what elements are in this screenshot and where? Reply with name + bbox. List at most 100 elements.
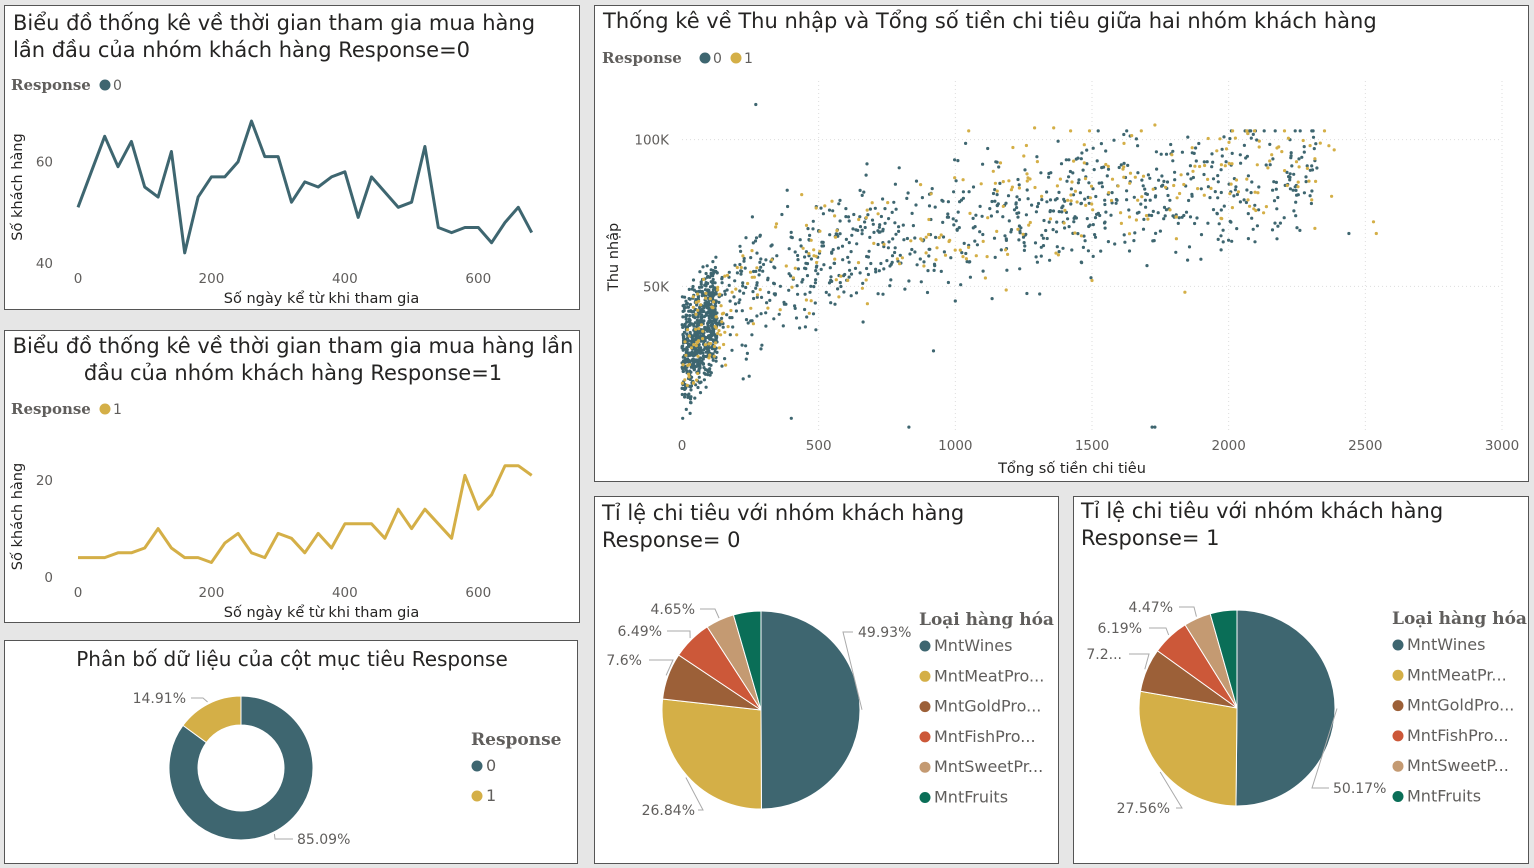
scatter-point — [751, 290, 755, 294]
scatter-point — [1006, 252, 1010, 256]
scatter-point — [1230, 162, 1234, 166]
data-label: 7.6% — [606, 653, 642, 669]
scatter-point — [1051, 228, 1055, 232]
pie-slice-mntmeatpr — [1138, 690, 1238, 807]
scatter-point — [738, 244, 742, 248]
scatter-point — [1322, 129, 1327, 133]
scatter-point — [889, 278, 893, 282]
scatter-point — [1114, 197, 1118, 202]
scatter-point — [1014, 201, 1018, 205]
scatter-point — [784, 264, 788, 268]
scatter-point — [730, 290, 734, 294]
scatter-point — [1134, 218, 1138, 222]
scatter-point — [952, 190, 956, 194]
scatter-point — [975, 243, 979, 247]
donut-chart-response: 85.09% 14.91% Response 0 1 — [133, 691, 562, 848]
scatter-point — [965, 260, 969, 264]
scatter-point — [861, 281, 865, 285]
scatter-point — [695, 292, 700, 296]
scatter-point — [1233, 136, 1237, 140]
scatter-point — [723, 292, 727, 296]
scatter-point — [1119, 221, 1123, 225]
scatter-point — [1255, 163, 1259, 167]
scatter-point — [1088, 196, 1092, 200]
scatter-point — [1022, 241, 1026, 245]
chart-title: Phân bố dữ liệu của cột mục tiêu Respons… — [76, 647, 508, 671]
scatter-point — [1147, 213, 1151, 217]
y-tick-label: 100K — [634, 133, 670, 149]
scatter-point — [872, 241, 876, 245]
scatter-point — [1296, 185, 1300, 189]
scatter-point — [956, 159, 960, 163]
scatter-point — [1156, 211, 1160, 215]
scatter-point — [698, 391, 703, 395]
scatter-point — [867, 249, 871, 253]
scatter-point — [839, 274, 843, 278]
scatter-point — [974, 213, 978, 217]
scatter-point — [710, 320, 714, 324]
scatter-point — [1080, 151, 1084, 155]
scatter-point — [681, 344, 685, 348]
scatter-point — [1057, 210, 1061, 214]
scatter-point — [1089, 276, 1093, 280]
scatter-point — [786, 204, 790, 209]
scatter-point — [1079, 201, 1083, 205]
y-axis-label: Thu nhập — [606, 223, 622, 292]
scatter-point — [1103, 226, 1107, 230]
scatter-point — [838, 198, 842, 202]
leader-line — [273, 833, 293, 840]
scatter-point — [1193, 221, 1197, 226]
scatter-point — [680, 392, 684, 397]
scatter-point — [902, 238, 906, 242]
legend-marker — [471, 760, 483, 772]
scatter-point — [773, 292, 777, 296]
scatter-point — [986, 216, 990, 220]
scatter-point — [690, 375, 694, 379]
scatter-point — [971, 216, 975, 220]
scatter-point — [804, 298, 808, 302]
scatter-point — [1288, 178, 1292, 182]
scatter-point — [687, 287, 691, 291]
scatter-point — [718, 323, 722, 327]
scatter-point — [744, 357, 748, 361]
scatter-point — [804, 223, 809, 227]
scatter-point — [1264, 205, 1268, 209]
scatter-point — [967, 245, 971, 249]
x-tick-label: 600 — [465, 271, 491, 287]
scatter-point — [1213, 190, 1217, 194]
scatter-point — [693, 321, 697, 325]
pie-slice-mntwines — [760, 610, 861, 810]
scatter-point — [1233, 188, 1237, 192]
scatter-point — [759, 347, 763, 351]
scatter-point — [752, 296, 756, 301]
scatter-point — [1137, 210, 1141, 214]
scatter-point — [1227, 238, 1231, 242]
scatter-point — [961, 178, 965, 182]
scatter-point — [785, 188, 789, 192]
scatter-point — [819, 206, 823, 210]
scatter-point — [809, 299, 813, 303]
scatter-point — [789, 230, 793, 234]
chart-title: Biểu đồ thống kê về thời gian tham gia m… — [12, 334, 574, 385]
scatter-point — [1024, 213, 1028, 217]
scatter-point — [948, 238, 952, 242]
scatter-point — [1016, 215, 1020, 219]
legend-label: MntFishPro... — [1407, 726, 1509, 745]
scatter-point — [1264, 163, 1268, 167]
scatter-point — [914, 179, 919, 183]
scatter-point — [692, 360, 696, 364]
scatter-point — [711, 312, 715, 316]
scatter-point — [758, 268, 762, 272]
scatter-point — [1276, 224, 1280, 228]
scatter-point — [713, 265, 717, 270]
scatter-point — [694, 312, 698, 316]
scatter-point — [1150, 213, 1154, 218]
scatter-point — [1007, 179, 1011, 183]
scatter-point — [1058, 177, 1062, 181]
scatter-point — [731, 325, 735, 329]
scatter-point — [860, 286, 864, 290]
scatter-point — [686, 339, 691, 343]
scatter-point — [1104, 162, 1108, 167]
legend-label: MntWines — [1407, 635, 1485, 654]
x-tick-label: 1500 — [1075, 438, 1109, 454]
